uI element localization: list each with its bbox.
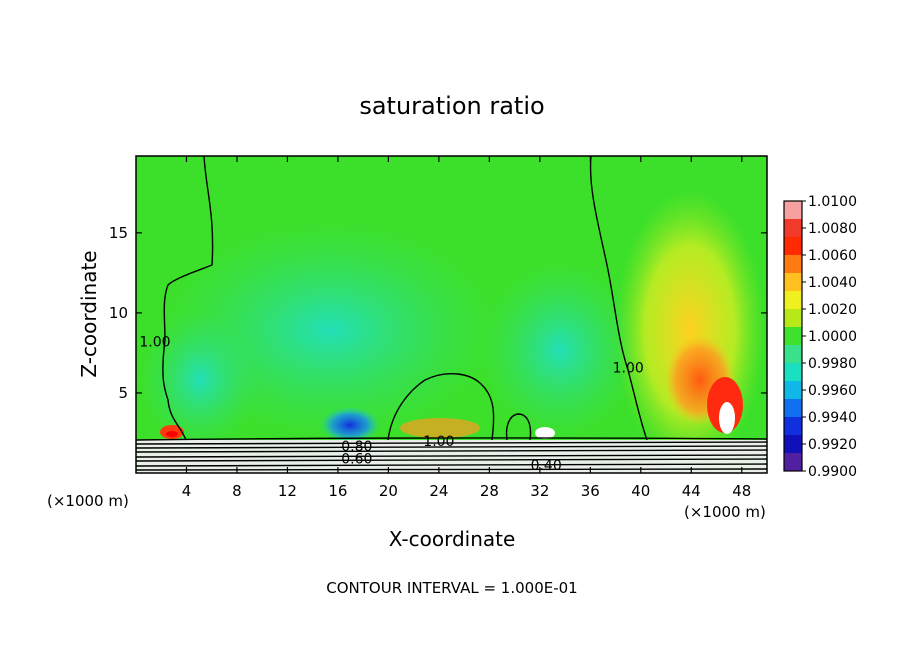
colorbar-label: 1.0040 <box>808 275 857 291</box>
colorbar-label: 1.0100 <box>808 194 857 210</box>
contour-label: 1.00 <box>423 434 454 450</box>
x-tick-label: 20 <box>379 482 398 500</box>
colorbar-label: 0.9980 <box>808 356 857 372</box>
contour-lines <box>136 156 767 471</box>
x-tick-label: 4 <box>182 482 192 500</box>
colorbar-label: 0.9920 <box>808 437 857 453</box>
colorbar-swatch <box>784 237 802 256</box>
y-axis-ticks: 5 10 15 <box>109 224 767 402</box>
colorbar-swatch <box>784 327 802 346</box>
x-axis-label: X-coordinate <box>389 527 516 551</box>
contour-label: 0.40 <box>531 458 562 474</box>
contour-labels: 1.00 1.00 1.00 0.800.60 0.40 <box>139 335 643 474</box>
colorbar: 1.0100 1.0080 1.0060 1.0040 1.0020 1.0000 0.99… <box>783 194 857 480</box>
plot-frame <box>135 155 768 474</box>
colorbar-swatch <box>784 219 802 238</box>
colorbar-label: 0.9940 <box>808 410 857 426</box>
colorbar-label: 0.9900 <box>808 464 857 480</box>
contour-label: 1.00 <box>613 360 644 376</box>
colorbar-label: 1.0060 <box>808 248 857 264</box>
contour-interval-note: CONTOUR INTERVAL = 1.000E-01 <box>326 579 577 597</box>
x-tick-label: 40 <box>631 482 650 500</box>
x-tick-label: 28 <box>480 482 499 500</box>
y-tick-label: 5 <box>118 384 128 402</box>
colorbar-swatch <box>784 399 802 418</box>
colorbar-swatch <box>784 363 802 382</box>
colorbar-swatch <box>784 309 802 328</box>
colorbar-swatch <box>784 345 802 364</box>
y-tick-label: 10 <box>109 304 128 322</box>
x-axis-ticks: 4 8 12 16 20 24 28 32 36 40 44 48 <box>182 156 751 500</box>
x-tick-label: 48 <box>732 482 751 500</box>
y-tick-label: 15 <box>109 224 128 242</box>
heatmap-field <box>136 156 767 473</box>
x-tick-label: 8 <box>232 482 242 500</box>
colorbar-label: 1.0080 <box>808 221 857 237</box>
chart-title: saturation ratio <box>359 92 544 120</box>
colorbar-swatch <box>784 291 802 310</box>
colorbar-label: 0.9960 <box>808 383 857 399</box>
contour-label: 0.80 <box>341 439 372 455</box>
x-tick-label: 16 <box>328 482 347 500</box>
x-unit-left: (×1000 m) <box>47 492 129 510</box>
x-tick-label: 12 <box>278 482 297 500</box>
colorbar-swatch <box>784 453 802 472</box>
colorbar-swatch <box>784 201 802 220</box>
y-axis-label: Z-coordinate <box>77 250 101 377</box>
x-tick-label: 44 <box>682 482 701 500</box>
colorbar-swatch <box>784 273 802 292</box>
x-tick-label: 32 <box>530 482 549 500</box>
contour-label: 0.60 <box>341 452 372 468</box>
colorbar-swatch <box>784 435 802 454</box>
x-unit-right: (×1000 m) <box>684 503 766 521</box>
colorbar-label: 1.0020 <box>808 302 857 318</box>
colorbar-swatch <box>784 255 802 274</box>
colorbar-label: 1.0000 <box>808 329 857 345</box>
x-tick-label: 36 <box>581 482 600 500</box>
colorbar-swatch <box>784 417 802 436</box>
contour-label: 1.00 <box>139 335 170 351</box>
x-tick-label: 24 <box>429 482 448 500</box>
colorbar-swatch <box>784 381 802 400</box>
